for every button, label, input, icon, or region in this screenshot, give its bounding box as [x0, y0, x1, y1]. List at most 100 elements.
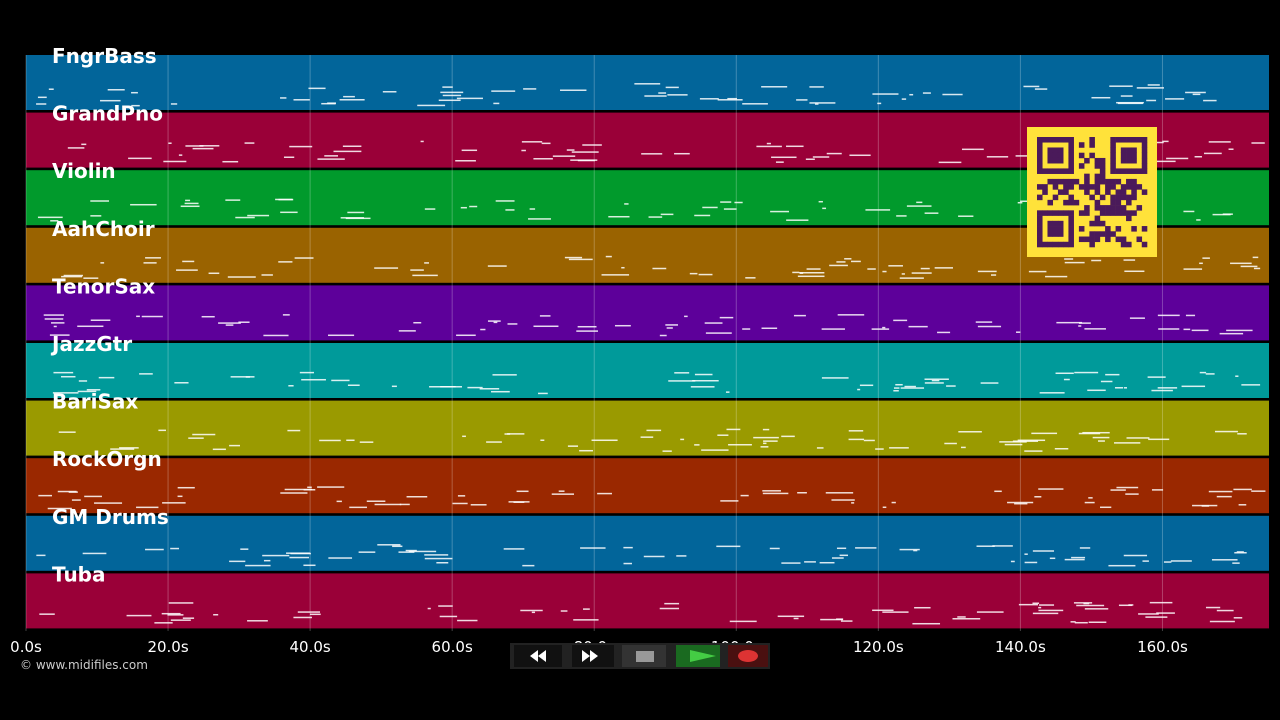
note: [1129, 317, 1145, 319]
note: [126, 614, 152, 617]
qr-cell: [1110, 147, 1116, 154]
note: [297, 611, 321, 613]
note: [566, 149, 575, 151]
note: [247, 620, 268, 622]
note: [717, 99, 743, 101]
note: [161, 612, 181, 615]
note: [208, 272, 220, 275]
track-band: [26, 400, 1269, 456]
note: [792, 271, 800, 274]
note: [1024, 561, 1038, 564]
note: [958, 215, 974, 217]
qr-cell: [1141, 226, 1148, 232]
qr-cell: [1120, 152, 1127, 159]
note: [100, 99, 121, 102]
note: [836, 261, 846, 263]
note: [493, 102, 500, 105]
note: [339, 99, 365, 101]
note: [1238, 504, 1247, 506]
note: [851, 260, 861, 263]
note: [872, 609, 894, 612]
qr-cell: [1131, 168, 1137, 174]
qr-cell: [1084, 210, 1090, 216]
qr-cell: [1037, 168, 1043, 174]
qr-cell: [1047, 157, 1054, 164]
note: [492, 374, 517, 376]
qr-cell: [1110, 152, 1116, 159]
note: [576, 330, 598, 332]
qr-cell: [1094, 173, 1101, 180]
note: [405, 549, 417, 552]
qr-cell: [1063, 168, 1069, 174]
qr-cell: [1047, 178, 1054, 185]
note: [797, 275, 825, 278]
note: [90, 215, 102, 217]
note: [1064, 258, 1074, 260]
note: [937, 331, 951, 334]
note: [1015, 155, 1033, 157]
qr-cell: [1120, 236, 1127, 243]
track-name: Violin: [52, 159, 116, 183]
note: [976, 611, 1004, 613]
track-name: TenorSax: [52, 274, 155, 298]
note: [1100, 380, 1113, 383]
note: [1032, 612, 1059, 615]
note: [1116, 101, 1144, 104]
qr-cell: [1068, 231, 1074, 237]
qr-cell: [1126, 210, 1132, 216]
qr-cell: [1057, 220, 1064, 227]
note: [442, 94, 462, 97]
qr-cell: [1094, 178, 1101, 185]
note: [1228, 148, 1234, 150]
note: [90, 319, 111, 321]
note: [560, 89, 587, 91]
qr-cell: [1037, 152, 1043, 159]
qr-cell: [1084, 178, 1090, 185]
note: [1084, 328, 1106, 330]
note: [278, 261, 293, 263]
note: [820, 618, 843, 621]
note: [704, 322, 723, 324]
note: [727, 97, 737, 100]
note: [875, 448, 884, 450]
note: [891, 501, 896, 504]
qr-cell: [1037, 226, 1043, 232]
note: [1233, 488, 1252, 491]
note: [1166, 157, 1189, 160]
note: [229, 444, 241, 447]
note: [77, 390, 97, 393]
note: [1163, 561, 1172, 563]
note: [1138, 613, 1159, 615]
qr-cell: [1115, 194, 1122, 201]
qr-cell: [1042, 241, 1048, 248]
note: [392, 545, 403, 548]
note: [644, 95, 667, 97]
qr-cell: [1052, 184, 1059, 190]
note: [438, 99, 461, 102]
note: [1151, 389, 1173, 392]
note: [920, 267, 930, 270]
note: [952, 618, 981, 620]
qr-cell: [1057, 152, 1064, 159]
record-icon: [738, 650, 758, 662]
note: [865, 209, 891, 211]
note: [1165, 98, 1185, 100]
note: [793, 617, 799, 620]
note: [487, 265, 507, 267]
note: [1016, 331, 1021, 333]
qr-cell: [1110, 205, 1116, 211]
qr-cell: [1089, 236, 1095, 243]
note: [900, 387, 925, 389]
note: [94, 502, 123, 504]
note: [877, 102, 882, 105]
qr-cell: [1110, 194, 1116, 201]
note: [912, 622, 941, 625]
qr-cell: [1126, 194, 1132, 201]
qr-cell: [1052, 194, 1059, 201]
note: [660, 213, 674, 216]
qr-cell: [1131, 189, 1137, 195]
note: [212, 448, 226, 451]
note: [723, 208, 737, 210]
note: [931, 379, 940, 382]
qr-cell: [1042, 210, 1048, 216]
